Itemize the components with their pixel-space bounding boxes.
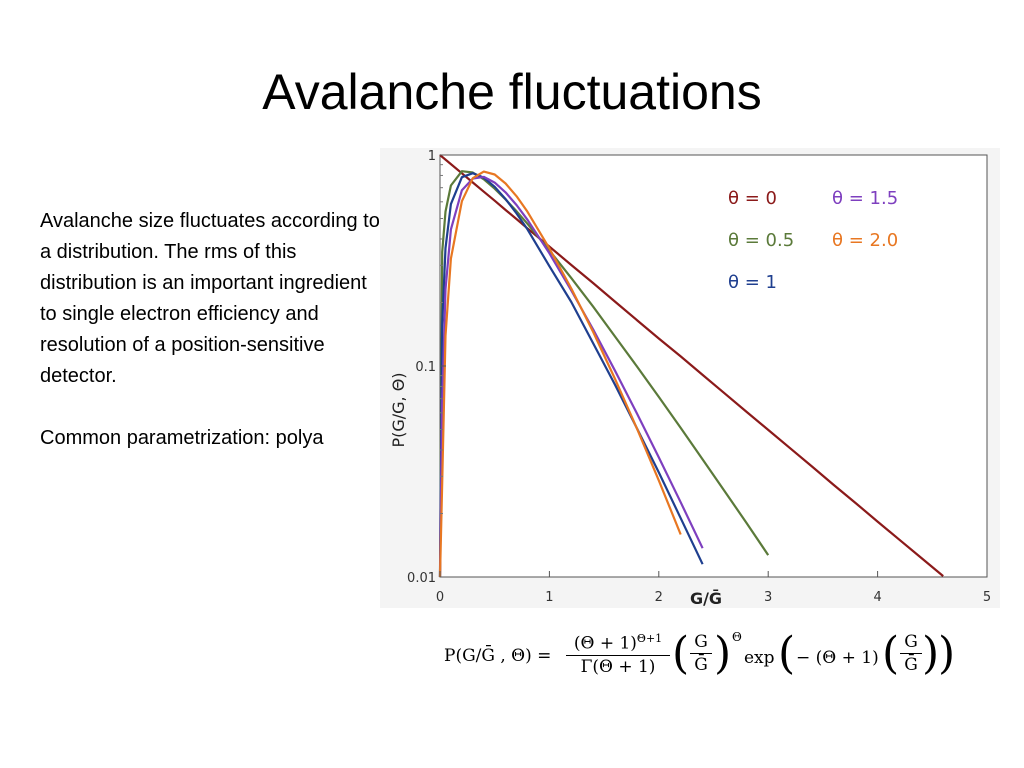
legend-entry-0: θ = 0 [728,188,777,209]
series-line-3 [438,175,704,578]
description-paragraph: Avalanche size fluctuates according to a… [40,210,380,387]
formula-paren-close-1: ) [714,628,732,679]
formula-fraction-3-numerator: G [900,632,922,654]
formula-minus-term: − (Θ + 1) [796,648,879,668]
formula-paren-open-2: ( [778,628,796,679]
formula-fraction-3: G Ḡ [900,632,922,675]
formula-fraction-1: (Θ + 1)Θ+1 Γ(Θ + 1) [566,632,670,677]
legend: θ = 0 θ = 0.5 θ = 1 θ = 1.5 θ = 2.0 [728,188,898,293]
legend-entry-4: θ = 2.0 [832,230,898,251]
formula-paren-close-3: ) [922,628,940,679]
polya-distribution-chart: 0 1 2 3 4 5 0.01 0.1 1 P(G/G, Θ) G/Ḡ θ = 0 θ = 0.… [380,148,1000,608]
polya-formula: P(G/Ḡ , Θ) = (Θ + 1)Θ+1 Γ(Θ + 1) ( G Ḡ )… [444,628,956,686]
series-line-4 [438,170,682,578]
formula-paren-open-1: ( [672,628,690,679]
x-tick-label-2: 2 [655,590,663,605]
formula-fraction-1-denominator: Γ(Θ + 1) [580,656,656,677]
formula-fraction-2: G Ḡ [690,632,712,675]
formula-fraction-2-numerator: G [690,632,712,654]
y-tick-label-2: 1 [428,149,436,164]
formula-fraction-2-denominator: Ḡ [694,655,708,675]
slide-title: Avalanche fluctuations [262,64,762,120]
legend-entry-2: θ = 1 [728,272,777,293]
formula-fraction-1-numerator: (Θ + 1)Θ+1 [566,632,670,656]
formula-lhs: P(G/Ḡ , Θ) = [444,646,552,666]
x-tick-label-1: 1 [545,590,553,605]
x-axis-label: G/Ḡ [690,588,722,608]
body-text: Avalanche size fluctuates according to a… [40,206,380,454]
y-axis-label: P(G/G, Θ) [389,372,408,447]
formula-paren-close-2: ) [938,628,956,679]
y-tick-label-0: 0.01 [407,571,436,586]
parametrization-paragraph: Common parametrization: polya [40,427,324,449]
legend-entry-3: θ = 1.5 [832,188,898,209]
x-tick-label-0: 0 [436,590,444,605]
formula-fraction-1-numerator-text: (Θ + 1) [573,633,637,654]
y-tick-label-1: 0.1 [415,360,436,375]
series-layer [438,154,944,578]
x-tick-label-5: 5 [983,590,991,605]
formula-exp: exp [744,648,775,668]
formula-fraction-1-exponent: Θ+1 [636,632,663,645]
tick-layer: 0 1 2 3 4 5 0.01 0.1 1 [407,149,991,605]
formula-paren-open-3: ( [882,628,900,679]
legend-entry-1: θ = 0.5 [728,230,794,251]
formula-fraction-3-denominator: Ḡ [904,655,918,675]
x-tick-label-3: 3 [764,590,772,605]
formula-power: Θ [732,630,742,644]
x-tick-label-4: 4 [873,590,881,605]
